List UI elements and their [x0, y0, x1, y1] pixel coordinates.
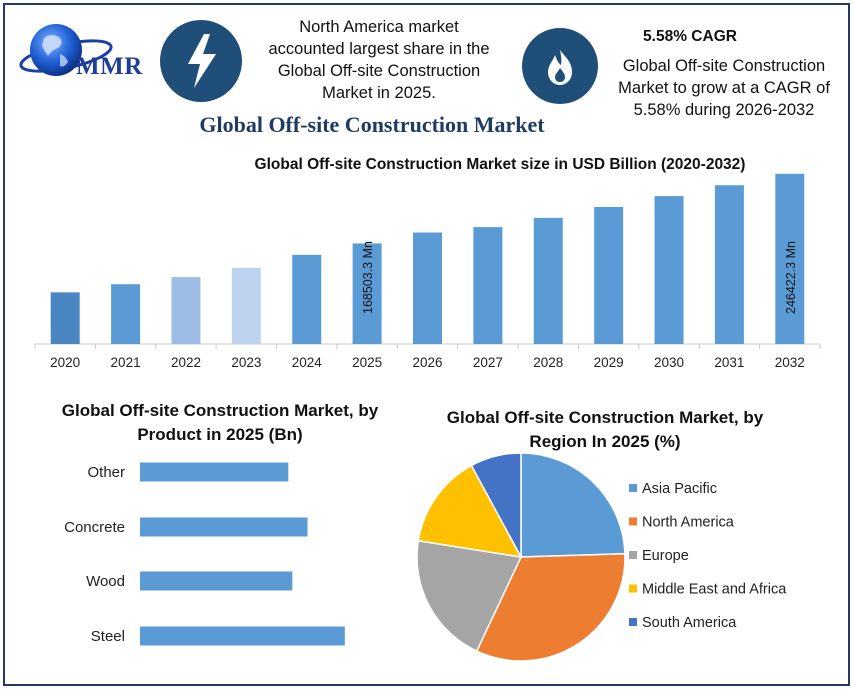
- bar-wood: [140, 571, 293, 591]
- product-bar-chart: Other Concrete Wood Steel: [64, 462, 345, 646]
- x-tick-label: 2023: [231, 355, 261, 370]
- bar-2028: [533, 217, 563, 344]
- x-tick-label: 2022: [171, 355, 201, 370]
- market-size-bar-chart: 2020 2021 2022 2023 2024 2025 168503.3 Mn 2026 2…: [34, 173, 821, 370]
- market-size-chart-title: Global Off-site Construction Market size…: [254, 156, 746, 173]
- bar-2027: [473, 227, 503, 344]
- legend-swatch: [629, 618, 637, 626]
- page-title: Global Off-site Construction Market: [199, 112, 545, 137]
- bar-2031: [714, 185, 744, 344]
- bar-2032: [775, 173, 805, 344]
- flame-icon: [522, 28, 598, 104]
- cagr-title: 5.58% CAGR: [643, 28, 737, 45]
- data-label-2025: 168503.3 Mn: [361, 241, 375, 314]
- slice-asia-pacific: [520, 452, 626, 558]
- x-tick-label: 2029: [594, 355, 624, 370]
- legend-swatch: [629, 584, 637, 593]
- north-america-note: North America market accounted largest s…: [268, 18, 490, 102]
- region-pie-chart: Asia Pacific North America Europe Middle Ea…: [416, 452, 787, 662]
- category-label: Wood: [86, 573, 125, 590]
- x-tick-label: 2024: [292, 355, 323, 370]
- legend-label: North America: [642, 515, 735, 531]
- legend-swatch: [629, 484, 637, 492]
- x-tick-label: 2025: [352, 355, 382, 370]
- slice-south-america: [470, 452, 522, 558]
- x-tick-label: 2027: [473, 355, 503, 370]
- legend-label: Asia Pacific: [642, 481, 717, 497]
- bar-2025: [352, 243, 382, 344]
- slice-north-america: [475, 552, 626, 662]
- logo-text: MMR: [76, 53, 143, 80]
- data-label-2032: 246422.3 Mn: [784, 241, 798, 314]
- legend-swatch: [629, 551, 637, 559]
- cagr-note: Global Off-site Construction Market to g…: [618, 57, 830, 119]
- x-tick-label: 2026: [412, 355, 442, 370]
- legend-label: Middle East and Africa: [642, 582, 787, 598]
- slice-europe: [416, 539, 523, 653]
- bar-2029: [594, 206, 624, 344]
- x-tick-label: 2031: [714, 355, 744, 370]
- bar-other: [140, 462, 289, 482]
- bar-2026: [413, 232, 442, 344]
- globe-logo-icon: [19, 24, 113, 76]
- product-chart-title: Global Off-site Construction Market, by …: [61, 401, 379, 444]
- page-border: [3, 3, 850, 686]
- legend-swatch: [629, 517, 637, 526]
- region-chart-title: Global Off-site Construction Market, by …: [446, 408, 764, 451]
- mmr-logo: MMR: [14, 18, 159, 88]
- legend-label: Europe: [642, 548, 689, 564]
- bar-2023: [231, 267, 261, 344]
- bar-2021: [111, 284, 141, 344]
- x-tick-label: 2021: [111, 355, 141, 370]
- x-tick-label: 2020: [50, 355, 80, 370]
- category-label: Concrete: [64, 519, 125, 536]
- bar-concrete: [140, 517, 308, 537]
- category-label: Other: [87, 464, 125, 481]
- x-tick-label: 2030: [654, 355, 684, 370]
- bar-2020: [50, 292, 80, 344]
- legend-label: South America: [642, 615, 737, 631]
- bar-2024: [292, 254, 322, 344]
- bar-2030: [654, 196, 684, 344]
- lightning-bolt-icon: [160, 20, 242, 102]
- category-label: Steel: [91, 628, 125, 645]
- slice-middle-east-and-africa: [417, 464, 523, 558]
- bar-steel: [140, 626, 345, 646]
- x-tick-label: 2028: [533, 355, 563, 370]
- x-tick-label: 2032: [775, 355, 805, 370]
- bar-2022: [171, 277, 201, 344]
